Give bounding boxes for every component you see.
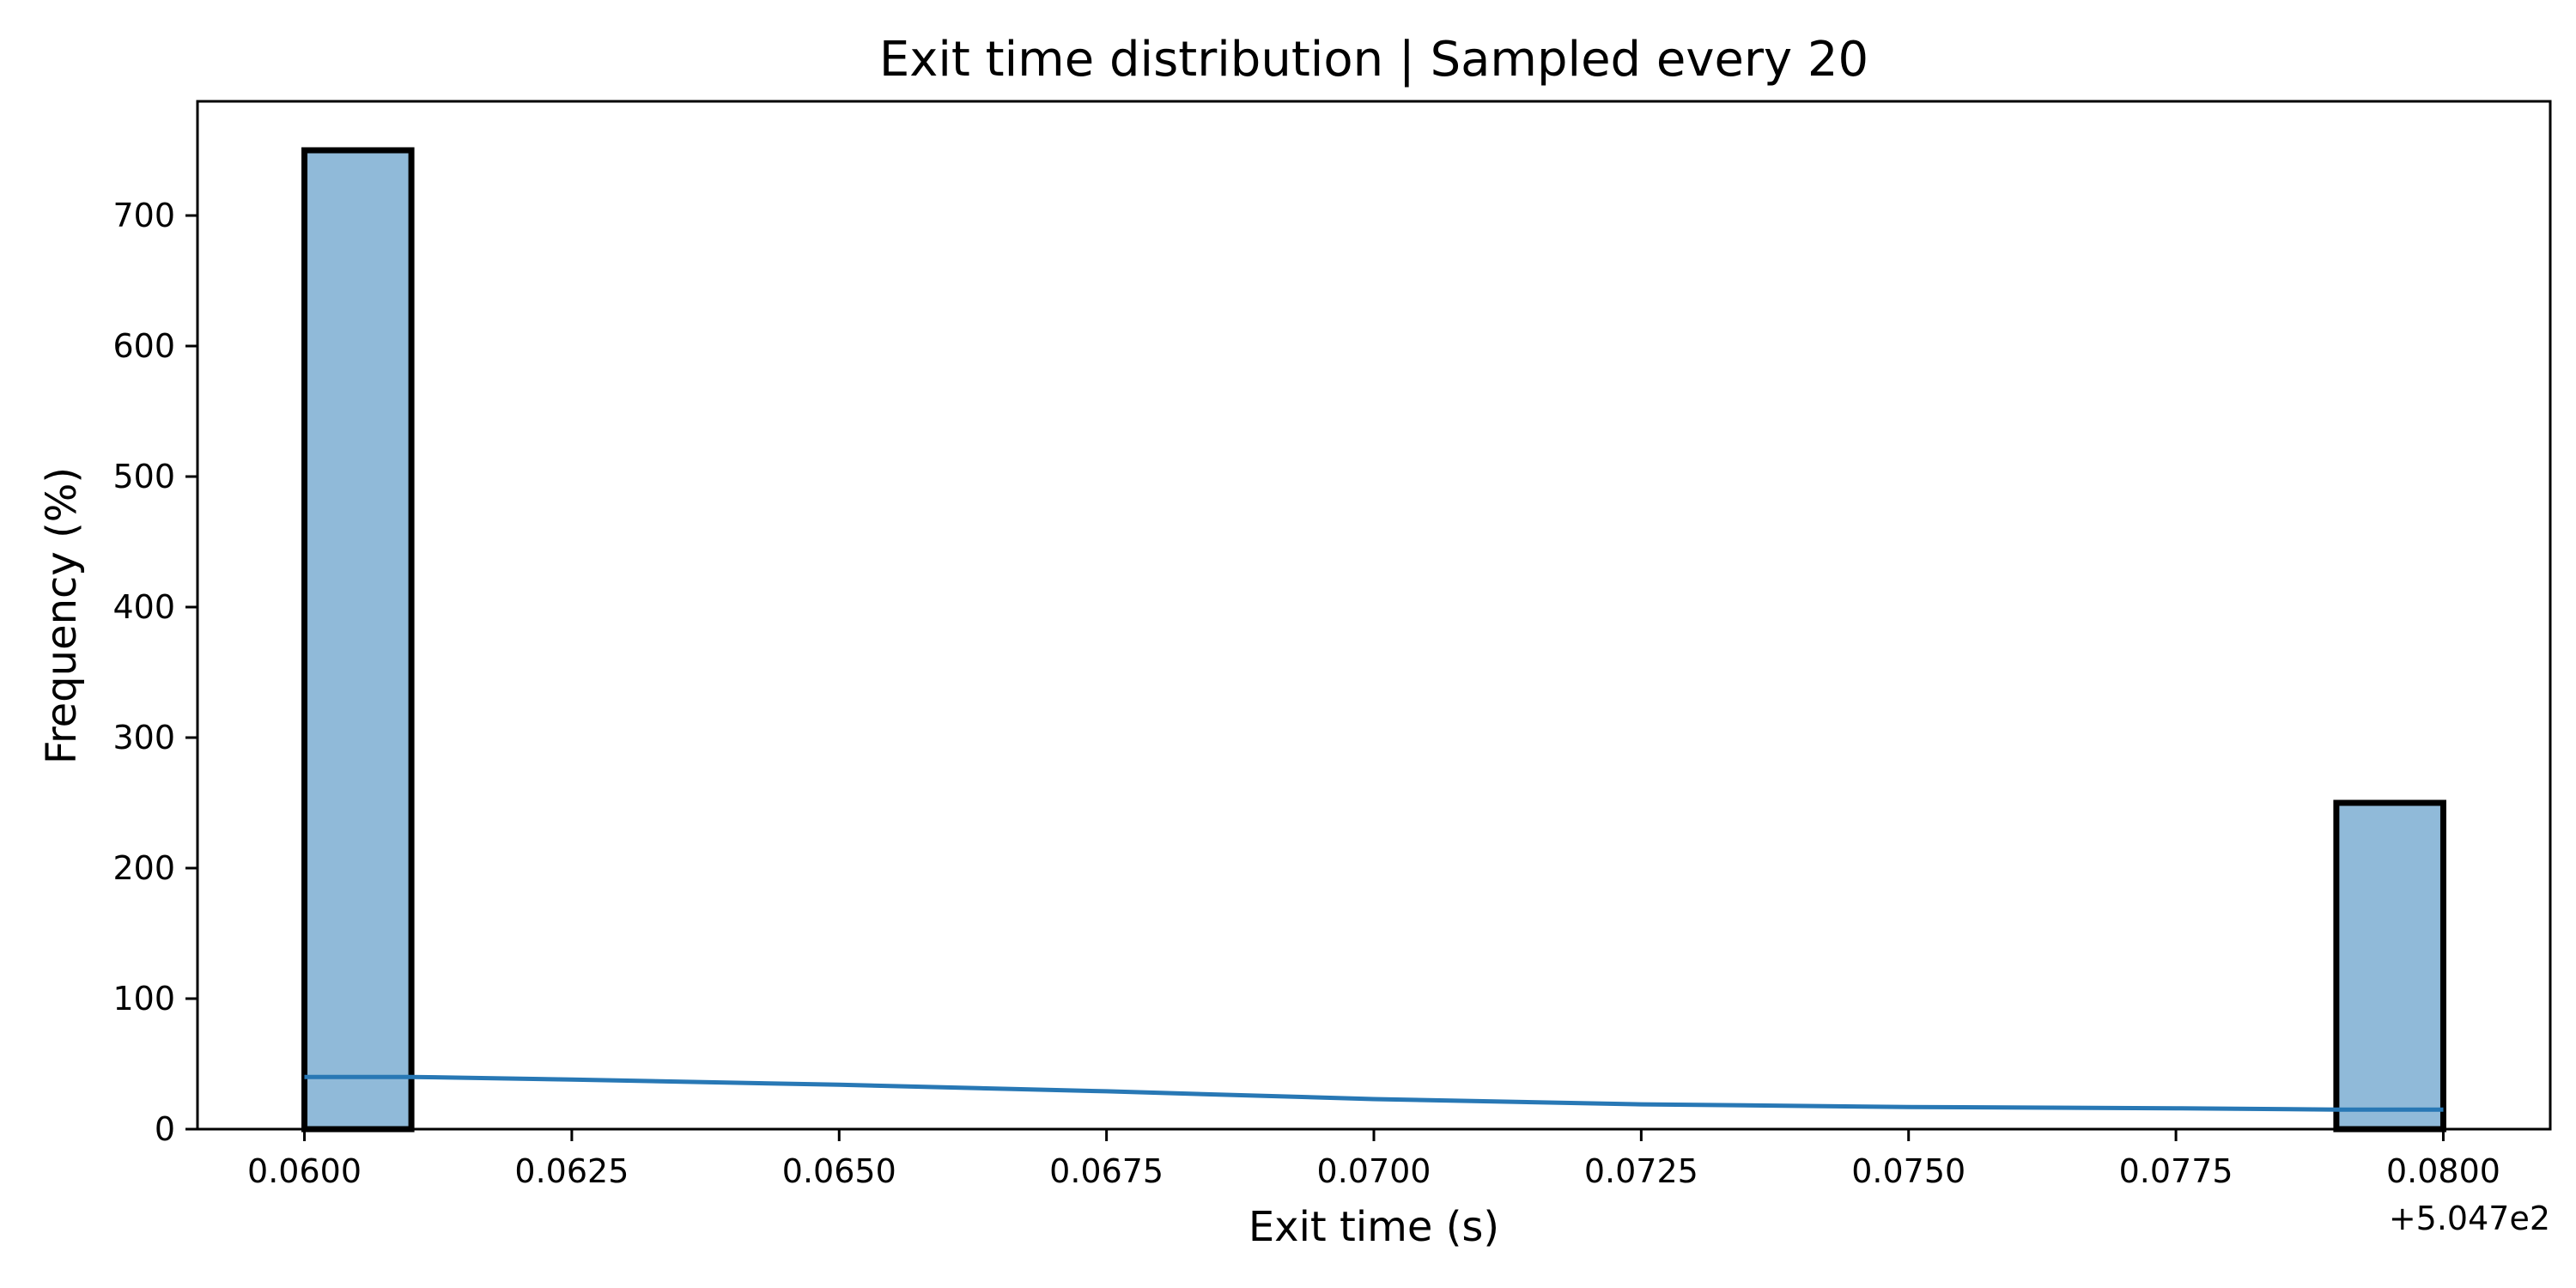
axes-frame: [196, 100, 2552, 1131]
y-tick-label: 500: [112, 458, 175, 495]
plot-area: 0.0600 0.0625 0.0650 0.0675 0.0700 0.0725 0.07…: [112, 100, 2552, 1190]
x-tick-label: 0.0725: [1584, 1152, 1698, 1190]
x-tick-label: 0.0700: [1317, 1152, 1431, 1190]
x-tick-label: 0.0625: [514, 1152, 629, 1190]
y-tick-label: 200: [112, 849, 175, 887]
y-tick-label: 0: [155, 1110, 175, 1148]
x-tick-label: 0.0600: [247, 1152, 361, 1190]
x-tick-label: 0.0750: [1851, 1152, 1965, 1190]
chart-title: Exit time distribution | Sampled every 2…: [879, 32, 1868, 88]
x-axis-offset-label: +5.047e2: [2389, 1200, 2550, 1237]
y-tick-label: 600: [112, 327, 175, 365]
x-tick-label: 0.0675: [1049, 1152, 1163, 1190]
y-tick-label: 400: [112, 588, 175, 626]
histogram-bar-0: [301, 147, 415, 1133]
histogram-bar-1: [2333, 799, 2446, 1133]
kde-line: [304, 1074, 2444, 1112]
y-axis-ticks: 0 100 200 300 400 500 600 700: [112, 197, 197, 1148]
y-tick-label: 300: [112, 719, 175, 756]
y-axis-label: Frequency (%): [38, 467, 86, 764]
histogram-bars: [301, 147, 2446, 1133]
x-tick-label: 0.0775: [2119, 1152, 2233, 1190]
y-tick-label: 100: [112, 980, 175, 1018]
x-axis-ticks: 0.0600 0.0625 0.0650 0.0675 0.0700 0.0725 0.07…: [247, 1129, 2500, 1190]
x-tick-label: 0.0650: [782, 1152, 896, 1190]
x-axis-label: Exit time (s): [1249, 1203, 1499, 1251]
x-tick-label: 0.0800: [2386, 1152, 2500, 1190]
y-tick-label: 700: [112, 197, 175, 234]
